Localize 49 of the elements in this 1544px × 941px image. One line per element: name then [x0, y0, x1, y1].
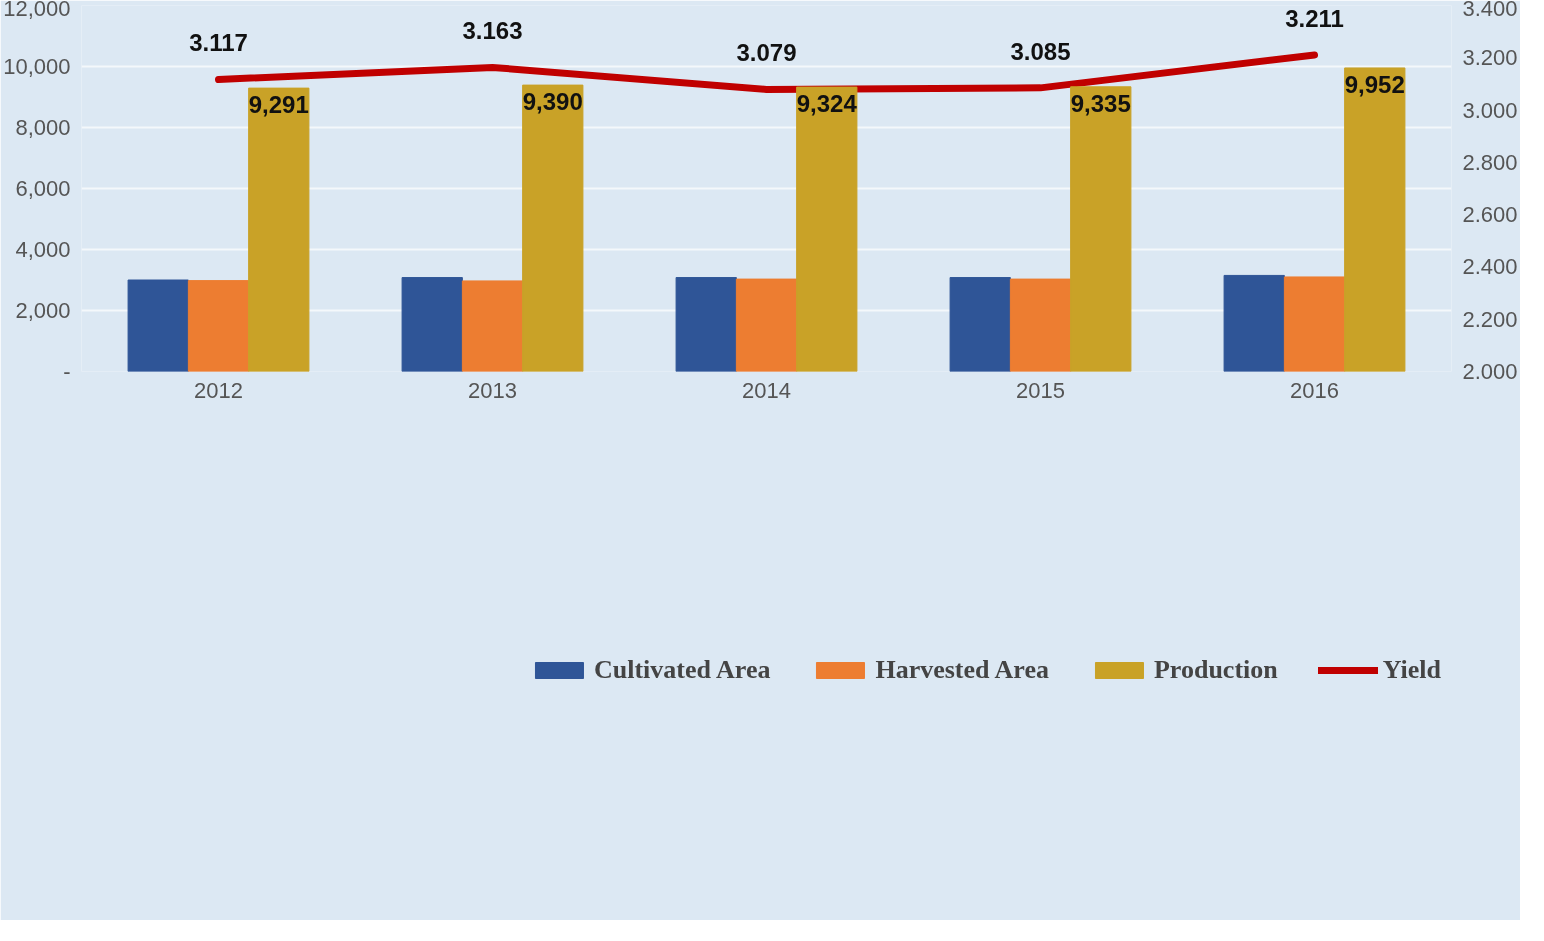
bar	[187, 280, 250, 372]
y2-tick-label: 2.800	[1462, 149, 1518, 175]
data-label: 3.163	[462, 17, 523, 45]
y2-tick-label: 3.000	[1462, 97, 1518, 123]
bar	[735, 278, 798, 372]
y2-tick-label: 3.400	[1462, 0, 1518, 21]
bar	[1344, 67, 1406, 372]
y-tick-label: 10,000	[3, 54, 71, 79]
bar	[127, 279, 189, 372]
bar	[522, 84, 584, 372]
data-label: 9,952	[1344, 70, 1405, 98]
y2-tick-label: 2.200	[1462, 306, 1518, 332]
bar	[1283, 276, 1346, 372]
data-label: 9,324	[796, 90, 858, 118]
y-tick-label: 12,000	[3, 0, 71, 21]
x-tick-label: 2014	[742, 377, 791, 403]
y-tick-label: 6,000	[15, 176, 71, 201]
y2-tick-label: 2.000	[1462, 359, 1518, 384]
data-label: 3.117	[189, 29, 248, 57]
y2-tick-label: 2.600	[1462, 202, 1518, 228]
x-tick-label: 2016	[1290, 377, 1339, 403]
data-label: 3.085	[1010, 37, 1071, 65]
x-tick-label: 2013	[468, 377, 517, 403]
bar	[1223, 274, 1285, 372]
legend-label: Cultivated Area	[593, 655, 771, 685]
data-label: 9,390	[522, 88, 583, 116]
y-tick-label: 2,000	[15, 298, 71, 323]
legend-label: Harvested Area	[875, 655, 1049, 685]
y-tick-label: -	[63, 359, 71, 384]
bar	[949, 277, 1011, 372]
bar	[461, 280, 524, 372]
bar	[1009, 278, 1072, 372]
x-tick-label: 2012	[194, 377, 243, 403]
bar	[796, 86, 858, 372]
data-label: 9,291	[248, 91, 309, 119]
bar	[401, 277, 463, 372]
bar	[1070, 86, 1132, 372]
y-tick-label: 8,000	[15, 115, 71, 140]
y2-tick-label: 2.400	[1462, 254, 1518, 280]
bar	[248, 87, 310, 372]
data-label: 3.211	[1285, 4, 1344, 32]
data-label: 9,335	[1070, 89, 1131, 117]
legend-label: Production	[1153, 655, 1278, 685]
data-label: 3.079	[736, 39, 797, 67]
y-tick-label: 4,000	[15, 237, 71, 262]
x-tick-label: 2015	[1016, 377, 1065, 403]
y2-tick-label: 3.200	[1462, 45, 1518, 71]
bar	[675, 277, 737, 372]
legend-label: Yield	[1382, 655, 1441, 685]
